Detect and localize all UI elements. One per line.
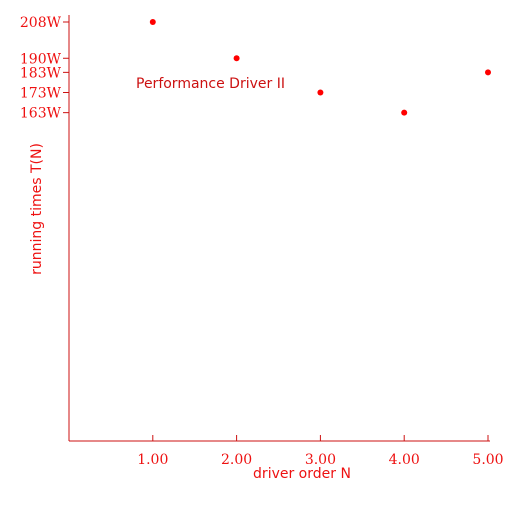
data-point (317, 89, 324, 96)
y-tick-label: 173W (20, 86, 62, 102)
y-tick-label: 183W (20, 65, 62, 81)
y-axis-title: running times T(N) (29, 143, 45, 275)
x-axis-title: driver order N (253, 466, 351, 482)
x-axis: 1.00 2.00 3.00 4.00 5.00 (69, 435, 504, 468)
data-point (149, 19, 156, 25)
x-tick-label: 2.00 (221, 452, 252, 468)
data-point (233, 55, 240, 62)
data-points (149, 19, 491, 116)
y-tick-label: 208W (20, 15, 62, 31)
y-tick-label: 163W (20, 106, 62, 122)
x-tick-label: 1.00 (137, 452, 168, 468)
y-tick-label: 190W (20, 51, 62, 67)
series-annotation: Performance Driver II (136, 76, 285, 92)
data-point (485, 69, 491, 76)
x-tick-label: 3.00 (305, 452, 336, 468)
data-point (401, 109, 408, 116)
x-tick-label: 5.00 (472, 452, 503, 468)
x-tick-label: 4.00 (389, 452, 420, 468)
